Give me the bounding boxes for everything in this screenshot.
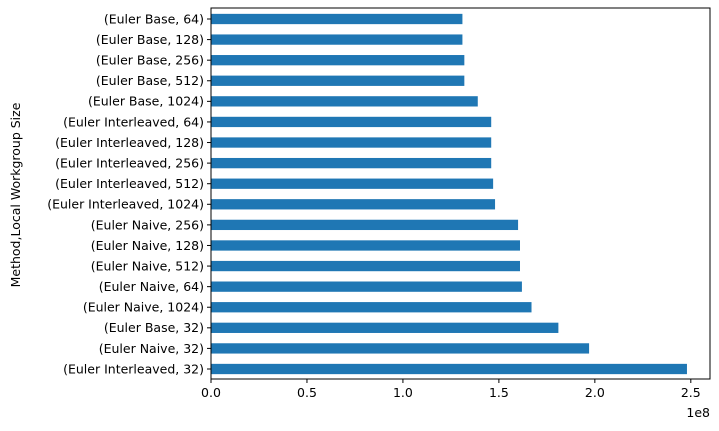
y-axis-label: Method,Local Workgroup Size [8,102,23,287]
y-tick-label: (Euler Base, 32) [104,320,204,335]
y-tick-label: (Euler Interleaved, 1024) [47,197,204,212]
y-tick-label: (Euler Naive, 128) [91,238,204,253]
bar [211,34,463,45]
bar [211,137,492,148]
x-tick-label: 2.0 [585,385,605,400]
y-tick-label: (Euler Interleaved, 256) [55,155,204,170]
y-tick-label: (Euler Interleaved, 64) [63,114,204,129]
y-tick-label: (Euler Interleaved, 128) [55,135,204,150]
bar [211,55,465,66]
x-tick-group: 0.0 0.5 1.0 1.5 2.0 2.5 [201,379,701,400]
x-scale-label: 1e8 [686,405,710,420]
x-tick-label: 1.5 [489,385,509,400]
y-tick-label: (Euler Base, 64) [104,11,204,26]
bar [211,96,478,107]
y-tick-label: (Euler Naive, 1024) [83,300,204,315]
y-tick-label: (Euler Interleaved, 32) [63,361,204,376]
bar [211,281,522,292]
y-tick-group: (Euler Base, 64) (Euler Base, 128) (Euler … [47,11,211,376]
bar [211,178,494,189]
x-tick-label: 0.0 [201,385,221,400]
bar [211,116,492,128]
y-tick-label: (Euler Base, 128) [96,32,204,47]
y-tick-label: (Euler Base, 256) [96,53,204,68]
bar [211,343,590,354]
bar [211,13,463,25]
bar [211,240,520,251]
bar [211,219,519,231]
bar [211,302,532,313]
x-tick-label: 1.0 [393,385,413,400]
bar [211,157,492,169]
y-tick-label: (Euler Naive, 512) [91,258,204,273]
y-tick-label: (Euler Naive, 32) [99,341,204,356]
y-tick-label: (Euler Naive, 256) [91,217,204,232]
bars-group [211,13,687,375]
bar [211,260,520,272]
y-tick-label: (Euler Base, 1024) [88,94,204,109]
x-tick-label: 2.5 [681,385,701,400]
y-tick-label: (Euler Interleaved, 512) [55,176,204,191]
y-tick-label: (Euler Base, 512) [96,73,204,88]
bar [211,75,465,86]
bar [211,199,496,210]
y-tick-label: (Euler Naive, 64) [99,279,204,294]
x-tick-label: 0.5 [297,385,317,400]
bar [211,322,559,333]
plot-frame [210,7,711,380]
bar [211,363,687,375]
